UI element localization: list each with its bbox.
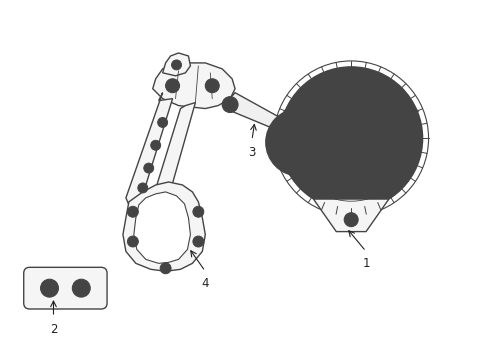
Circle shape [157,117,167,127]
Polygon shape [163,53,190,76]
Circle shape [127,236,138,247]
Circle shape [143,163,153,173]
Circle shape [265,109,333,176]
Circle shape [296,105,305,114]
Circle shape [222,96,238,113]
FancyBboxPatch shape [24,267,107,309]
Text: 1: 1 [362,257,369,270]
Polygon shape [126,93,172,205]
Circle shape [192,206,203,217]
Circle shape [395,105,405,114]
Circle shape [138,183,147,193]
Circle shape [171,60,181,70]
Text: 2: 2 [50,323,57,336]
Circle shape [205,79,219,93]
Text: 3: 3 [248,146,255,159]
Polygon shape [150,103,195,218]
Circle shape [344,213,357,227]
Circle shape [127,206,138,217]
Circle shape [165,79,179,93]
Polygon shape [313,199,388,231]
Polygon shape [134,192,190,264]
Polygon shape [224,93,289,132]
Circle shape [279,67,422,210]
Circle shape [192,236,203,247]
Circle shape [160,263,171,274]
Circle shape [150,140,161,150]
Polygon shape [152,63,235,109]
Circle shape [41,279,59,297]
Text: 4: 4 [201,277,209,290]
Circle shape [326,188,336,197]
Circle shape [276,120,290,133]
Circle shape [285,129,313,156]
Polygon shape [122,182,205,271]
Circle shape [72,279,90,297]
